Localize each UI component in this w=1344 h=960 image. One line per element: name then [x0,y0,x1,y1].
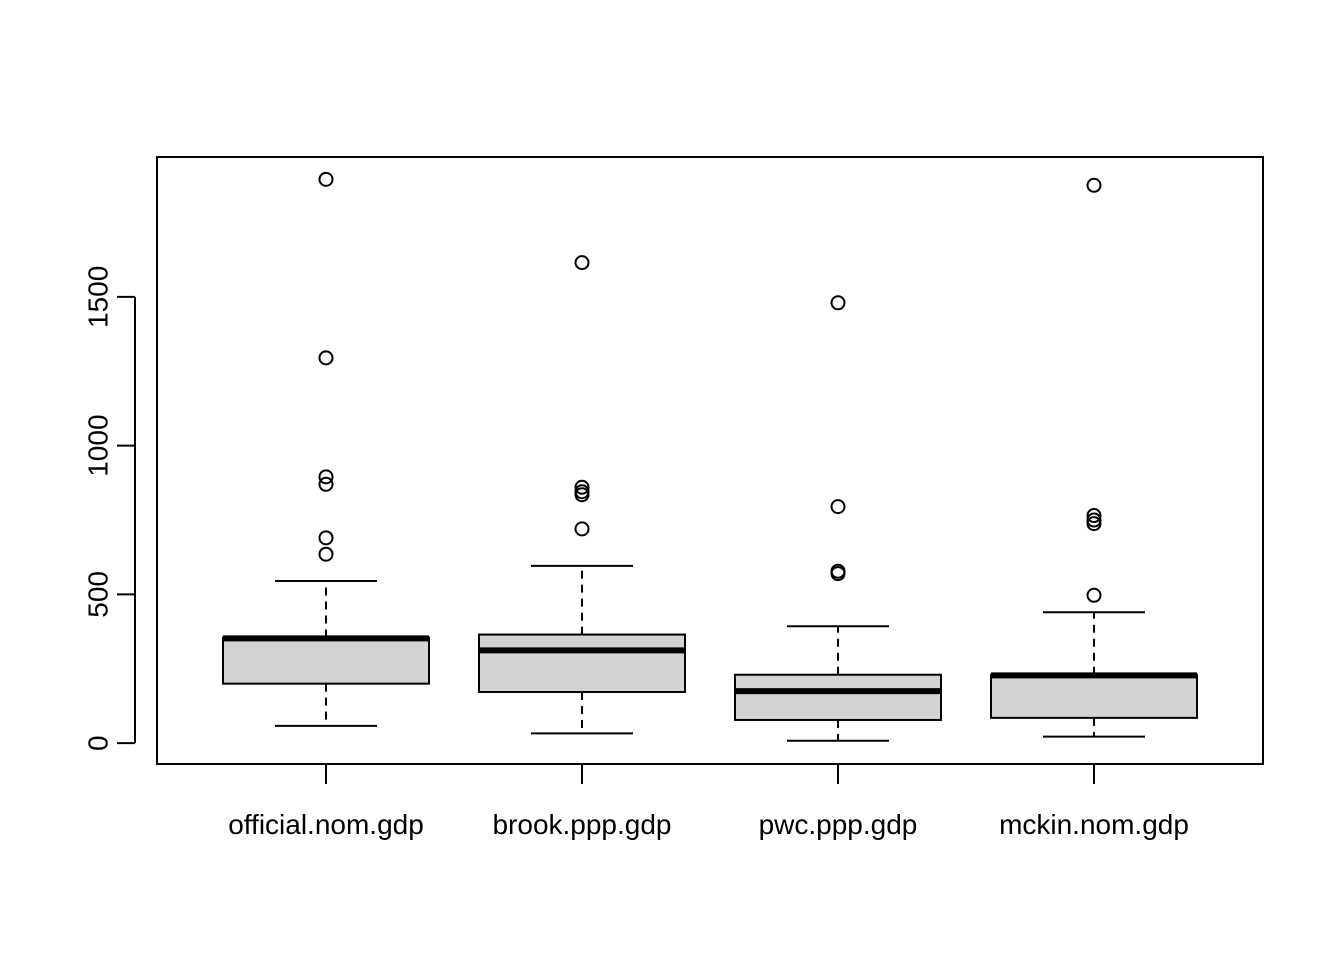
outlier-point [574,255,590,271]
y-tick-label: 0 [82,735,113,751]
y-tick-label: 500 [82,571,113,618]
outlier-point [318,350,334,366]
outlier-point [318,546,334,562]
iqr-box [478,633,686,693]
x-tick-label: mckin.nom.gdp [999,809,1189,840]
x-tick-label: pwc.ppp.gdp [759,809,918,840]
box-group [222,171,430,727]
outlier-point [318,469,334,485]
outlier-point [574,521,590,537]
outlier-point [1086,587,1102,603]
y-tick-label: 1500 [82,266,113,328]
box-group [734,295,942,742]
y-axis: 0 500 1000 1500 [82,266,136,751]
x-axis: official.nom.gdp brook.ppp.gdp pwc.ppp.gdp… [228,764,1189,840]
outlier-point [830,566,846,582]
x-tick-label: brook.ppp.gdp [492,809,671,840]
outlier-point [574,487,590,503]
outlier-point [574,479,590,495]
box-group [990,177,1198,738]
outlier-point [318,530,334,546]
iqr-box [222,636,430,685]
outlier-point [1086,508,1102,524]
iqr-box [990,673,1198,719]
iqr-box [734,673,942,721]
plot-frame [156,156,1264,765]
outlier-point [830,499,846,515]
x-tick-label: official.nom.gdp [228,809,424,840]
outlier-point [318,476,334,492]
outlier-point [1086,516,1102,532]
box-group [478,255,686,735]
boxes [222,171,1198,742]
outlier-point [318,171,334,187]
y-tick-label: 1000 [82,414,113,476]
outlier-point [830,295,846,311]
outlier-point [1086,177,1102,193]
